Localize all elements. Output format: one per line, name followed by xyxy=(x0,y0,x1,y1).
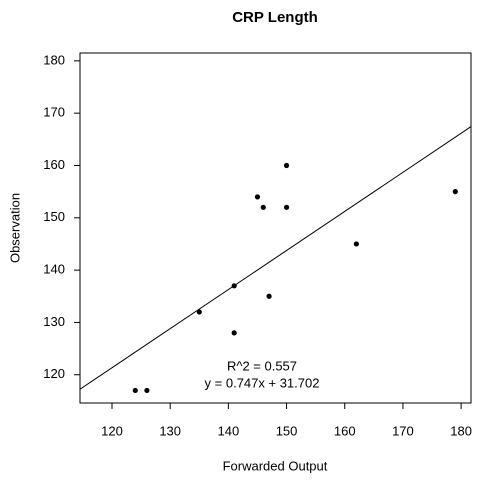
regression-line xyxy=(80,126,471,390)
point xyxy=(196,309,202,315)
x-tick-label: 130 xyxy=(159,423,181,438)
x-tick-label: 160 xyxy=(334,423,356,438)
y-tick-label: 160 xyxy=(43,157,65,172)
point xyxy=(144,387,150,394)
point xyxy=(266,293,272,299)
y-tick-label: 180 xyxy=(43,52,65,67)
y-tick-label: 140 xyxy=(43,262,65,277)
y-axis-label: Observation xyxy=(7,193,22,263)
point xyxy=(452,189,458,195)
point xyxy=(231,283,237,289)
annotation: y = 0.747x + 31.702 xyxy=(205,375,320,390)
point xyxy=(283,162,290,169)
point xyxy=(231,330,237,336)
chart-title: CRP Length xyxy=(232,9,318,26)
plot-frame xyxy=(79,52,472,404)
y-tick-label: 120 xyxy=(43,366,65,381)
x-tick-label: 140 xyxy=(218,423,240,438)
x-tick-label: 120 xyxy=(101,423,123,438)
x-axis-label: Forwarded Output xyxy=(223,458,328,473)
y-tick-label: 170 xyxy=(43,105,65,120)
x-tick-label: 150 xyxy=(276,423,298,438)
point xyxy=(132,387,138,394)
point xyxy=(260,204,266,210)
x-tick-label: 180 xyxy=(450,423,472,438)
annotation: R^2 = 0.557 xyxy=(227,358,297,373)
y-tick-label: 150 xyxy=(43,209,65,224)
point xyxy=(283,204,290,210)
x-tick-label: 170 xyxy=(392,423,414,438)
y-tick-label: 130 xyxy=(43,314,65,329)
point xyxy=(254,194,261,200)
point xyxy=(353,241,359,247)
